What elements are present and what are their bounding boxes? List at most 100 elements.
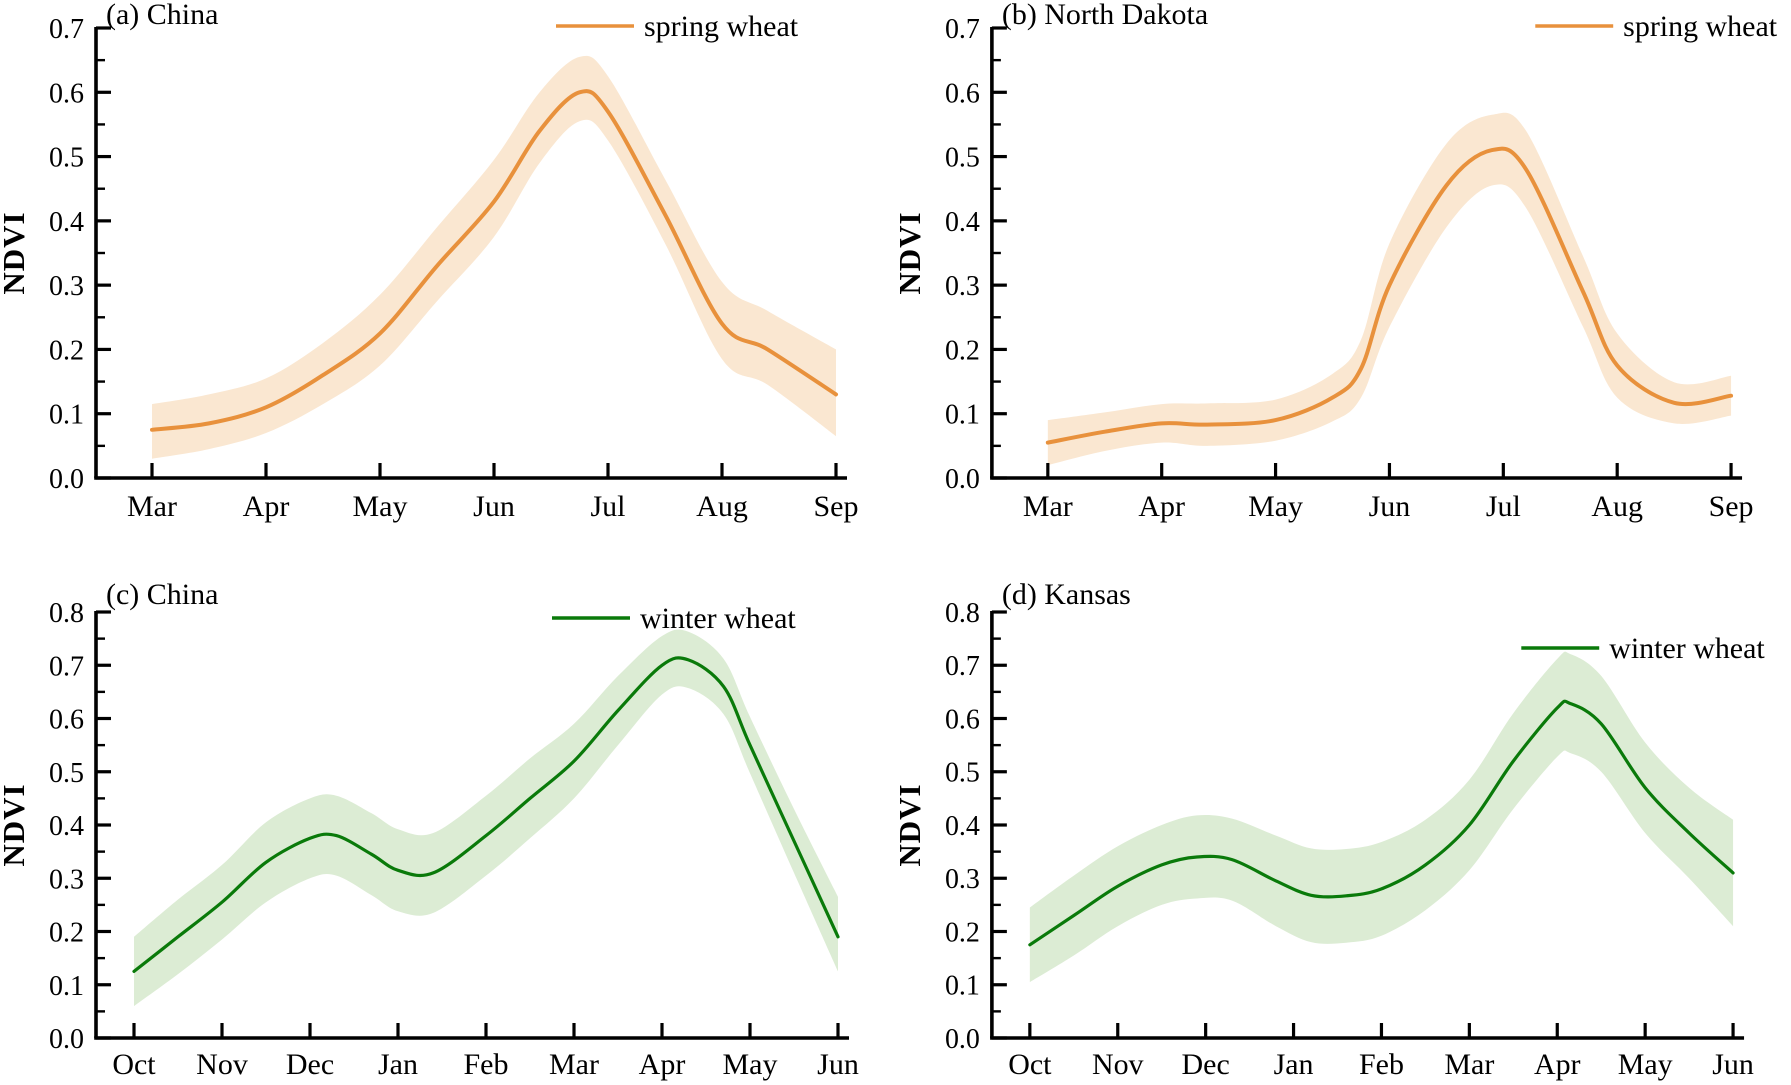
x-tick-label: Mar — [1444, 1048, 1494, 1081]
y-axis-title: NDVI — [896, 783, 927, 866]
y-tick-label: 0.3 — [945, 864, 980, 895]
x-tick-label: Mar — [1023, 490, 1073, 523]
panel-b-spring-wheat-north-dakota: 0.0 0.1 0.2 0.3 0.4 0.5 0.6 0.7 Mar Apr May Jun Jul A… — [896, 0, 1791, 542]
legend-label: spring wheat — [644, 10, 799, 43]
series-line — [1028, 699, 1735, 947]
y-tick-label: 0.5 — [49, 143, 84, 174]
x-tick-label: Jul — [1486, 490, 1521, 523]
y-tick-label: 0.8 — [49, 598, 84, 629]
x-tick-label: Dec — [286, 1048, 334, 1081]
x-tick-label: Oct — [1008, 1048, 1052, 1081]
y-tick-label: 0.7 — [945, 651, 980, 682]
x-tick-label: Sep — [1709, 490, 1754, 523]
chart-c: 0.0 0.1 0.2 0.3 0.4 0.5 0.6 0.7 0.8 Oct Nov Dec Jan F… — [0, 578, 859, 1081]
y-tick-label: 0.7 — [945, 14, 980, 45]
legend: spring wheat — [1535, 10, 1778, 43]
y-tick-label: 0.1 — [945, 400, 980, 431]
legend: winter wheat — [552, 602, 796, 635]
x-tick-label: Apr — [639, 1048, 686, 1081]
axes: 0.0 0.1 0.2 0.3 0.4 0.5 0.6 0.7 Mar Apr May Jun Jul A… — [945, 14, 1754, 523]
series-line — [150, 89, 838, 432]
y-tick-label: 0.5 — [945, 143, 980, 174]
series-line — [1045, 146, 1734, 445]
legend-label: winter wheat — [640, 602, 796, 635]
y-tick-label: 0.4 — [945, 811, 980, 842]
y-tick-label: 0.6 — [49, 705, 84, 736]
x-tick-label: May — [1248, 490, 1303, 523]
chart-a: 0.0 0.1 0.2 0.3 0.4 0.5 0.6 0.7 Mar Apr May Jun Jul A… — [0, 0, 859, 523]
x-tick-label: Oct — [112, 1048, 156, 1081]
y-tick-label: 0.0 — [945, 1024, 980, 1055]
x-tick-label: Feb — [1359, 1048, 1404, 1081]
plot-area — [150, 55, 838, 459]
legend-label: spring wheat — [1623, 10, 1778, 43]
panel-d-winter-wheat-kansas: 0.0 0.1 0.2 0.3 0.4 0.5 0.6 0.7 0.8 Oct Nov Dec Jan F… — [896, 542, 1791, 1085]
y-axis-title: NDVI — [896, 211, 927, 294]
x-tick-label: May — [1618, 1048, 1673, 1081]
y-axis-title: NDVI — [0, 211, 31, 294]
y-axis-title: NDVI — [0, 783, 31, 866]
y-tick-label: 0.4 — [49, 207, 84, 238]
panel-c-winter-wheat-china: 0.0 0.1 0.2 0.3 0.4 0.5 0.6 0.7 0.8 Oct Nov Dec Jan F… — [0, 542, 896, 1085]
x-tick-label: Apr — [243, 490, 290, 523]
y-tick-label: 0.1 — [945, 971, 980, 1002]
y-tick-label: 0.7 — [49, 651, 84, 682]
y-tick-label: 0.2 — [49, 335, 84, 366]
legend: spring wheat — [556, 10, 799, 43]
x-tick-label: Aug — [696, 490, 748, 523]
plot-area — [1028, 651, 1735, 983]
axes: 0.0 0.1 0.2 0.3 0.4 0.5 0.6 0.7 0.8 Oct Nov Dec Jan F… — [945, 598, 1754, 1081]
confidence-band — [152, 55, 836, 459]
y-tick-label: 0.0 — [945, 464, 980, 495]
y-tick-label: 0.3 — [49, 271, 84, 302]
y-tick-label: 0.6 — [945, 704, 980, 735]
x-tick-label: Feb — [464, 1048, 509, 1081]
x-tick-label: Jan — [1274, 1048, 1314, 1081]
x-tick-label: Nov — [1092, 1048, 1144, 1081]
x-tick-label: Jan — [378, 1048, 418, 1081]
y-tick-label: 0.0 — [49, 464, 84, 495]
chart-d: 0.0 0.1 0.2 0.3 0.4 0.5 0.6 0.7 0.8 Oct Nov Dec Jan F… — [896, 578, 1765, 1081]
y-tick-label: 0.1 — [49, 971, 84, 1002]
y-tick-label: 0.8 — [945, 598, 980, 629]
y-tick-label: 0.2 — [945, 917, 980, 948]
y-tick-label: 0.3 — [945, 271, 980, 302]
legend: winter wheat — [1521, 632, 1765, 665]
panel-a-spring-wheat-china: 0.0 0.1 0.2 0.3 0.4 0.5 0.6 0.7 Mar Apr May Jun Jul A… — [0, 0, 896, 542]
x-tick-label: Dec — [1182, 1048, 1230, 1081]
x-tick-label: Mar — [549, 1048, 599, 1081]
panel-title: (b) North Dakota — [1002, 0, 1208, 31]
y-tick-label: 0.7 — [49, 14, 84, 45]
axes: 0.0 0.1 0.2 0.3 0.4 0.5 0.6 0.7 Mar Apr May Jun Jul A… — [49, 14, 859, 523]
y-tick-label: 0.3 — [49, 864, 84, 895]
y-tick-label: 0.6 — [945, 78, 980, 109]
y-tick-label: 0.6 — [49, 78, 84, 109]
x-tick-label: Nov — [196, 1048, 248, 1081]
confidence-band — [134, 629, 838, 1007]
y-tick-label: 0.2 — [945, 335, 980, 366]
chart-b: 0.0 0.1 0.2 0.3 0.4 0.5 0.6 0.7 Mar Apr May Jun Jul A… — [896, 0, 1778, 523]
y-tick-label: 0.5 — [49, 758, 84, 789]
legend-label: winter wheat — [1609, 632, 1765, 665]
x-tick-label: Jun — [1369, 490, 1411, 523]
panel-title: (a) China — [106, 0, 218, 31]
y-tick-label: 0.4 — [49, 811, 84, 842]
x-tick-label: May — [353, 490, 408, 523]
y-tick-label: 0.5 — [945, 758, 980, 789]
x-tick-label: Jun — [473, 490, 515, 523]
axes: 0.0 0.1 0.2 0.3 0.4 0.5 0.6 0.7 0.8 Oct Nov Dec Jan F… — [49, 598, 859, 1081]
x-tick-label: Apr — [1534, 1048, 1581, 1081]
panel-title: (d) Kansas — [1002, 578, 1131, 611]
x-tick-label: Jul — [590, 490, 625, 523]
x-tick-label: May — [723, 1048, 778, 1081]
x-tick-label: Jun — [817, 1048, 859, 1081]
x-tick-label: Sep — [814, 490, 859, 523]
confidence-band — [1029, 651, 1734, 983]
y-tick-label: 0.2 — [49, 918, 84, 949]
y-tick-label: 0.1 — [49, 400, 84, 431]
plot-area — [132, 629, 840, 1007]
x-tick-label: Apr — [1138, 490, 1185, 523]
x-tick-label: Aug — [1591, 490, 1643, 523]
x-tick-label: Mar — [127, 490, 177, 523]
